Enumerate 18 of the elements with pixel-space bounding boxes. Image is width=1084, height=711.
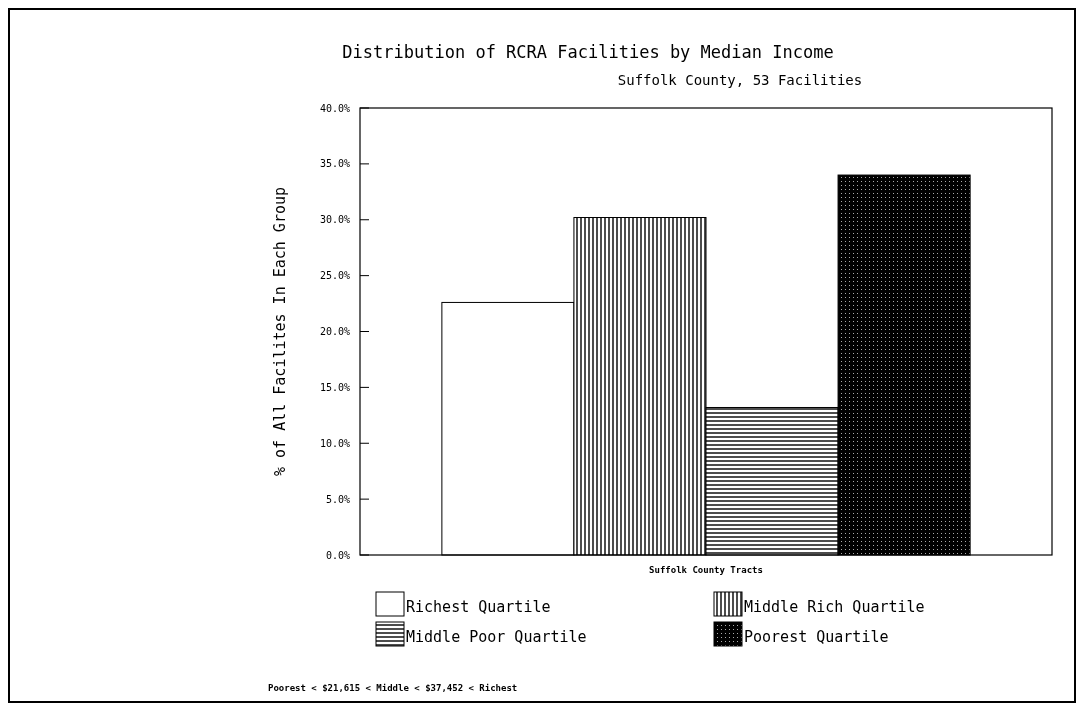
y-axis-title: % of All Facilites In Each Group: [271, 187, 289, 476]
y-tick-label: 5.0%: [325, 493, 350, 505]
legend-label: Middle Rich Quartile: [744, 598, 925, 616]
legend-label: Middle Poor Quartile: [406, 628, 587, 646]
x-axis-title: Suffolk County Tracts: [649, 565, 763, 575]
y-tick-label: 35.0%: [319, 158, 350, 170]
chart-title: Distribution of RCRA Facilities by Median Income: [342, 42, 834, 62]
y-tick-label: 10.0%: [319, 437, 350, 449]
y-tick-label: 0.0%: [325, 549, 350, 561]
text: Poorest < $21,615 < Middle < $37,452 < Richest: [268, 683, 518, 693]
legend-label: Poorest Quartile: [744, 628, 889, 646]
y-tick-label: 25.0%: [319, 270, 350, 282]
y-tick-label: 15.0%: [319, 381, 350, 393]
chart-subtitle: Suffolk County, 53 Facilities: [617, 72, 863, 88]
y-tick-label: 30.0%: [319, 214, 350, 226]
y-tick-label: 40.0%: [319, 102, 350, 114]
y-tick-label: 20.0%: [319, 326, 350, 337]
legend-label: Richest Quartile: [406, 598, 551, 616]
